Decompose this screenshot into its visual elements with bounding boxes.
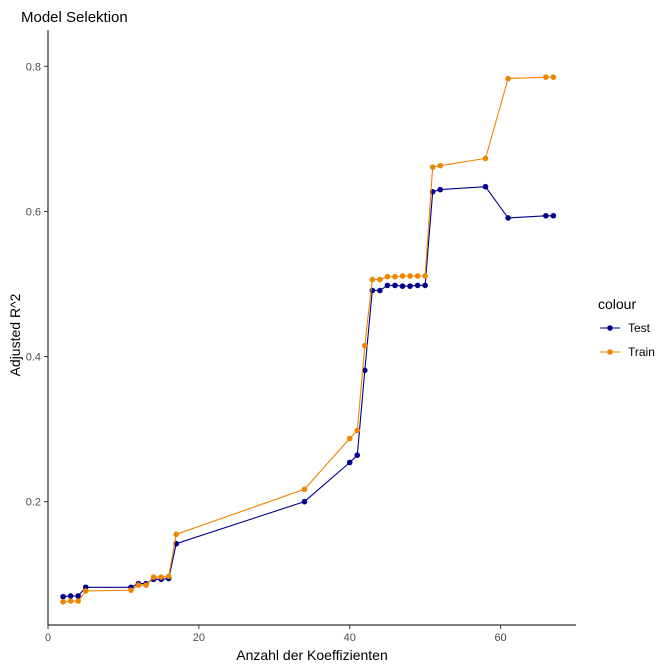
data-point-test: [377, 287, 383, 294]
data-point-train: [60, 598, 66, 605]
data-point-train: [165, 573, 172, 580]
x-tick-label: 20: [193, 632, 205, 644]
legend-label-test: Test: [628, 321, 651, 335]
legend-key-point: [607, 349, 613, 355]
data-point-train: [422, 273, 428, 279]
data-point-test: [543, 212, 549, 219]
series-layer: [60, 74, 557, 605]
legend-item-train: Train: [600, 345, 655, 359]
data-point-train: [369, 276, 376, 283]
data-point-test: [75, 593, 81, 599]
data-point-train: [173, 531, 180, 538]
data-point-train: [354, 427, 361, 434]
data-point-train: [399, 273, 406, 279]
legend-item-test: Test: [600, 321, 651, 335]
data-point-train: [429, 164, 436, 170]
data-point-test: [392, 282, 398, 289]
data-point-train: [543, 74, 549, 80]
data-point-test: [362, 367, 368, 374]
x-tick-label: 0: [45, 632, 51, 644]
y-tick-label: 0.2: [26, 497, 41, 509]
data-point-train: [67, 598, 74, 604]
y-axis-ticks: 0.2 0.4 0.6 0.8: [26, 61, 48, 509]
data-point-train: [143, 582, 149, 588]
legend-label-train: Train: [628, 345, 655, 359]
y-tick-label: 0.4: [26, 352, 41, 364]
legend: colour Test Train: [598, 296, 655, 359]
series-line-test: [63, 186, 554, 598]
data-point-train: [158, 574, 164, 580]
data-point-test: [482, 183, 489, 190]
data-point-test: [437, 186, 444, 193]
data-point-train: [135, 582, 142, 588]
data-point-test: [354, 452, 361, 459]
data-point-test: [399, 283, 406, 289]
chart-title: Model Selektion: [21, 9, 128, 26]
data-point-train: [392, 273, 398, 280]
data-point-train: [150, 574, 157, 580]
y-axis-title: Adjusted R^2: [7, 293, 23, 376]
data-point-test: [301, 498, 308, 505]
data-point-train: [482, 155, 489, 162]
series-line-train: [63, 76, 554, 603]
data-point-train: [550, 74, 557, 80]
data-point-test: [550, 212, 557, 219]
legend-key-point: [607, 325, 613, 331]
y-tick-label: 0.6: [26, 206, 41, 218]
legend-items: Test Train: [600, 321, 655, 359]
data-point-train: [75, 598, 81, 604]
series-train: [60, 74, 557, 605]
data-point-train: [437, 162, 444, 169]
legend-title: colour: [598, 296, 636, 312]
data-point-train: [128, 587, 134, 593]
data-point-train: [505, 75, 511, 82]
series-test: [60, 183, 557, 600]
y-tick-label: 0.8: [26, 61, 41, 73]
data-point-test: [414, 282, 421, 289]
data-point-train: [346, 435, 353, 442]
data-point-train: [377, 276, 383, 283]
data-point-test: [422, 282, 428, 289]
data-point-train: [82, 588, 89, 594]
x-axis-ticks: 0 20 40 60: [45, 625, 507, 644]
x-tick-label: 40: [344, 632, 356, 644]
data-point-test: [67, 593, 74, 599]
data-point-train: [414, 273, 421, 279]
data-point-test: [346, 459, 353, 466]
data-point-test: [407, 283, 413, 289]
x-axis-title: Anzahl der Koeffizienten: [236, 647, 388, 663]
data-point-test: [384, 282, 391, 289]
plot-panel: 0.2 0.4 0.6 0.8 0 20 40 60: [26, 30, 576, 644]
data-point-test: [505, 215, 511, 221]
data-point-train: [362, 342, 368, 349]
x-tick-label: 60: [494, 632, 506, 644]
data-point-train: [301, 486, 308, 493]
data-point-train: [407, 273, 413, 279]
data-point-train: [384, 273, 391, 280]
data-point-test: [60, 593, 66, 600]
